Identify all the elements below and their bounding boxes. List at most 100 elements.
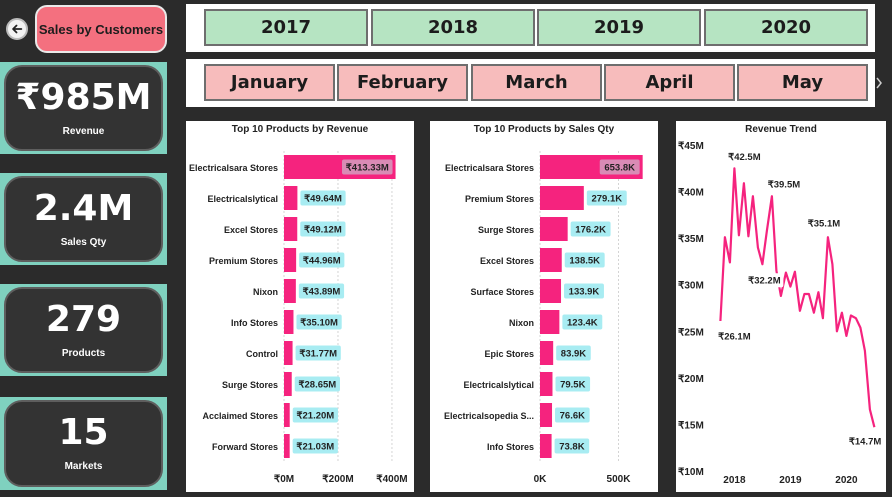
data-label: ₹35.10M <box>300 318 338 329</box>
kpi-markets: 15 Markets <box>0 397 167 490</box>
data-label-bg <box>586 190 627 206</box>
x-tick-label: ₹200M <box>322 474 353 485</box>
point-label-bg <box>804 216 843 231</box>
data-label-bg <box>300 221 346 237</box>
kpi-card: 279 Products <box>4 287 163 373</box>
y-tick-label: ₹25M <box>678 327 704 338</box>
month-button-march[interactable]: March <box>471 64 602 101</box>
bar[interactable] <box>540 217 568 241</box>
bar[interactable] <box>284 310 294 334</box>
left-sidebar: Sales by Customers ₹985M Revenue 2.4M Sa… <box>0 0 180 497</box>
data-label: ₹44.96M <box>303 256 341 267</box>
data-label: ₹43.89M <box>303 287 341 298</box>
data-label-bg <box>292 407 338 423</box>
data-label: 138.5K <box>569 256 600 267</box>
chart-revenue-trend: Revenue Trend ₹10M ₹15M ₹20M ₹25M ₹30M ₹35M ₹4… <box>676 121 886 492</box>
point-label: ₹14.7M <box>849 437 882 448</box>
data-label-bg <box>300 190 346 206</box>
data-label: 73.8K <box>559 442 584 453</box>
x-tick-label: 2018 <box>723 475 746 486</box>
revenue-line-chart: ₹10M ₹15M ₹20M ₹25M ₹30M ₹35M ₹40M ₹45M 2018 2019… <box>678 141 884 486</box>
bar[interactable] <box>284 279 296 303</box>
category-label: Electricalsara Stores <box>445 163 534 173</box>
month-button-april[interactable]: April <box>604 64 735 101</box>
year-button-2017[interactable]: 2017 <box>204 9 368 46</box>
category-label: Electricalslytical <box>207 194 278 204</box>
year-button-2018[interactable]: 2018 <box>371 9 535 46</box>
month-scroll-right-button[interactable] <box>872 73 886 93</box>
bar[interactable] <box>540 434 552 458</box>
month-button-may[interactable]: May <box>737 64 868 101</box>
data-label-bg <box>562 314 603 330</box>
bar[interactable] <box>540 372 553 396</box>
bar[interactable] <box>284 403 290 427</box>
kpi-value: ₹985M <box>15 76 152 118</box>
category-label: Electricalsara Stores <box>189 163 278 173</box>
data-label-bg <box>554 438 590 454</box>
bar[interactable] <box>540 248 562 272</box>
category-label: Surge Stores <box>478 225 534 235</box>
revenue-trend-line[interactable] <box>719 167 876 428</box>
data-label-bg <box>570 221 611 237</box>
data-label-bg <box>555 376 591 392</box>
data-label-bg <box>294 376 340 392</box>
category-label: Premium Stores <box>465 194 534 204</box>
kpi-label: Markets <box>64 461 103 472</box>
kpi-value: 15 <box>58 412 109 453</box>
bar[interactable] <box>540 403 553 427</box>
kpi-card: 15 Markets <box>4 400 163 487</box>
year-button-2020[interactable]: 2020 <box>704 9 868 46</box>
data-label: 123.4K <box>567 318 598 329</box>
year-button-2019[interactable]: 2019 <box>537 9 701 46</box>
category-label: Acclaimed Stores <box>202 411 278 421</box>
category-label: Info Stores <box>487 442 534 452</box>
bar[interactable] <box>540 310 560 334</box>
category-label: Epic Stores <box>484 349 534 359</box>
data-label-bg <box>298 283 345 299</box>
point-label-bg <box>715 329 754 344</box>
kpi-label: Revenue <box>62 125 105 137</box>
bar[interactable] <box>284 341 293 365</box>
category-label: Surface Stores <box>470 287 534 297</box>
back-button[interactable] <box>6 18 28 40</box>
bar[interactable] <box>284 186 298 210</box>
bar[interactable] <box>284 372 292 396</box>
data-label: ₹49.64M <box>304 194 342 205</box>
bar[interactable] <box>540 341 554 365</box>
kpi-card: 2.4M Sales Qty <box>4 176 163 262</box>
y-tick-label: ₹45M <box>678 141 704 152</box>
chart-title: Top 10 Products by Sales Qty <box>473 124 615 135</box>
point-label-bg <box>725 149 764 164</box>
kpi-revenue: ₹985M Revenue <box>0 62 167 154</box>
chart-top-products-qty: Top 10 Products by Sales Qty 0K 500K Elect… <box>430 121 658 492</box>
bar[interactable] <box>284 248 297 272</box>
point-label-bg <box>745 273 784 288</box>
bar[interactable] <box>540 279 562 303</box>
bar[interactable] <box>284 217 298 241</box>
y-tick-label: ₹10M <box>678 467 704 478</box>
revenue-bar-chart: ₹0M ₹200M ₹400M Electricalsara Stores ₹413.3… <box>189 151 408 485</box>
category-label: Excel Stores <box>480 256 534 266</box>
data-label-bg <box>292 438 338 454</box>
category-label: Excel Stores <box>224 225 278 235</box>
bar[interactable] <box>540 186 584 210</box>
chevron-right-icon <box>876 77 882 89</box>
data-label: ₹21.20M <box>296 411 334 422</box>
bar[interactable] <box>284 434 290 458</box>
month-button-january[interactable]: January <box>204 64 335 101</box>
x-tick-label: 500K <box>607 474 632 485</box>
month-slicer: January February March April May <box>186 59 875 107</box>
data-label-bg <box>564 283 604 299</box>
data-label-bg <box>555 407 590 423</box>
month-button-february[interactable]: February <box>337 64 468 101</box>
y-tick-label: ₹40M <box>678 188 704 199</box>
point-label: ₹42.5M <box>728 152 761 163</box>
kpi-value: 2.4M <box>33 187 134 229</box>
kpi-value: 279 <box>45 298 122 340</box>
point-label-bg <box>846 434 884 449</box>
page-title[interactable]: Sales by Customers <box>35 5 167 53</box>
category-label: Info Stores <box>231 318 278 328</box>
x-tick-label: 2019 <box>779 475 802 486</box>
data-label-bg <box>295 345 341 361</box>
data-label: ₹49.12M <box>304 225 342 236</box>
